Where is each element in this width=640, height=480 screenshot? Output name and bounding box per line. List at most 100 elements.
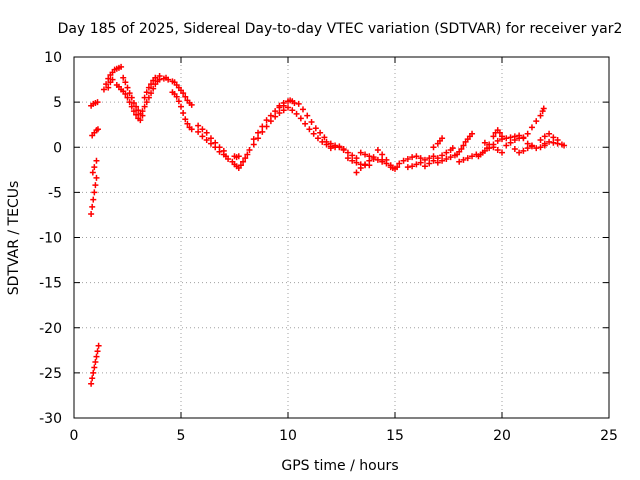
data-point (135, 107, 142, 114)
x-tick-label: 20 (493, 428, 511, 444)
data-point (561, 142, 568, 149)
data-point (370, 154, 377, 161)
data-point (439, 152, 446, 159)
data-point (537, 112, 544, 119)
data-point (503, 135, 510, 142)
data-point (481, 139, 488, 146)
data-point (496, 129, 503, 136)
y-tick-label: -30 (39, 411, 62, 427)
data-point (327, 145, 334, 152)
x-tick-label: 5 (177, 428, 186, 444)
data-point (141, 103, 148, 110)
data-point (250, 136, 257, 143)
data-point (128, 94, 135, 101)
y-tick-label: 5 (53, 95, 62, 111)
data-point (537, 137, 544, 144)
data-point (340, 146, 347, 153)
data-point (374, 146, 381, 153)
data-point (540, 105, 547, 112)
y-tick-label: -15 (39, 276, 62, 292)
data-point (91, 164, 98, 171)
data-point (302, 120, 309, 127)
data-point (456, 158, 463, 165)
data-point (404, 164, 411, 171)
data-point (180, 109, 187, 116)
data-point (464, 155, 471, 162)
y-tick-label: -20 (39, 321, 62, 337)
x-tick-label: 25 (600, 428, 618, 444)
data-point (291, 100, 298, 107)
x-axis-label: GPS time / hours (281, 458, 398, 474)
data-point (426, 155, 433, 162)
data-point (124, 84, 131, 91)
data-point (122, 79, 129, 86)
data-point (133, 111, 140, 118)
data-point (460, 156, 467, 163)
data-point (494, 146, 501, 153)
data-point (143, 89, 150, 96)
data-point (182, 93, 189, 100)
data-point (90, 196, 97, 203)
data-point (120, 74, 127, 81)
data-point (439, 157, 446, 164)
data-point (460, 142, 467, 149)
data-point (90, 369, 97, 376)
data-point (199, 133, 206, 140)
data-point (195, 128, 202, 135)
data-point (139, 108, 146, 115)
data-point (94, 99, 101, 106)
data-point (507, 139, 514, 146)
y-tick-label: 10 (44, 50, 62, 66)
data-point (92, 182, 99, 189)
data-point (255, 135, 262, 142)
x-tick-label: 0 (70, 428, 79, 444)
data-point (383, 160, 390, 167)
data-point (137, 117, 144, 124)
data-point (323, 138, 330, 145)
data-point (541, 133, 548, 140)
data-point (259, 123, 266, 130)
data-point (490, 133, 497, 140)
data-point (449, 145, 456, 152)
data-point (250, 141, 257, 148)
data-point (409, 163, 416, 170)
data-point (353, 159, 360, 166)
x-tick-label: 10 (279, 428, 297, 444)
data-point (293, 110, 300, 117)
data-point (94, 348, 101, 355)
data-point (511, 137, 518, 144)
data-point (180, 90, 187, 97)
chart-title: Day 185 of 2025, Sidereal Day-to-day VTE… (58, 21, 623, 37)
data-point (133, 103, 140, 110)
data-point (267, 118, 274, 125)
data-point (511, 146, 518, 153)
data-point (130, 108, 137, 115)
data-point (520, 135, 527, 142)
data-point (389, 165, 396, 172)
data-point (199, 126, 206, 133)
data-point (528, 124, 535, 131)
data-point (308, 118, 315, 125)
data-point (143, 99, 150, 106)
data-point (507, 134, 514, 141)
data-point (225, 155, 232, 162)
data-point (148, 81, 155, 88)
data-point (267, 112, 274, 119)
data-point (203, 137, 210, 144)
data-point (554, 140, 561, 147)
y-tick-label: -10 (39, 231, 62, 247)
data-point (503, 142, 510, 149)
data-point (499, 149, 505, 156)
data-point (490, 141, 497, 148)
data-point (285, 104, 291, 111)
data-point (362, 161, 369, 168)
data-point (94, 126, 101, 133)
data-point (235, 153, 242, 160)
data-point (91, 364, 98, 371)
data-point (413, 161, 420, 168)
data-point (550, 134, 557, 141)
data-point (141, 94, 148, 101)
data-point (188, 101, 195, 108)
data-point (312, 125, 319, 132)
data-point (178, 103, 184, 110)
